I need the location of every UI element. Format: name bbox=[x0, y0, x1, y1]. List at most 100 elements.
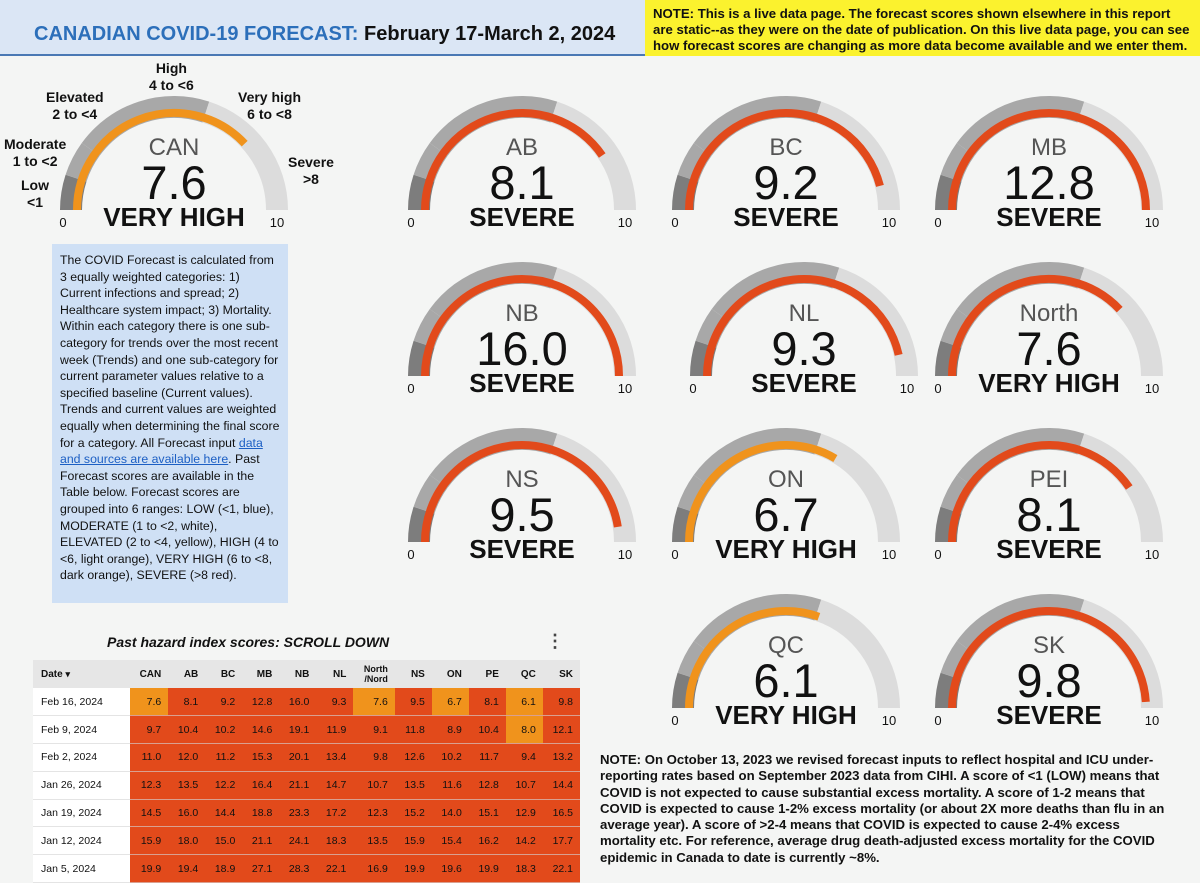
gauge-band-mid bbox=[429, 262, 558, 323]
range-label-very-high: Very high 6 to <8 bbox=[238, 89, 302, 122]
table-cell: 16.9 bbox=[353, 854, 395, 883]
table-header-row: Date ▾ CAN AB BC MB NB NL North/Nord NS ON PE QC SK bbox=[33, 660, 580, 688]
gauge-min-label: 0 bbox=[934, 713, 941, 728]
column-header[interactable]: QC bbox=[505, 660, 543, 688]
column-header[interactable]: NB bbox=[279, 660, 317, 688]
table-cell: 8.9 bbox=[431, 715, 469, 745]
gauge-max-label: 10 bbox=[882, 215, 896, 230]
table-cell: 7.6 bbox=[129, 688, 169, 717]
table-cell: 21.1 bbox=[279, 771, 317, 800]
table-cell: 14.4 bbox=[205, 799, 243, 828]
table-cell: 12.1 bbox=[542, 715, 580, 745]
row-date: Jan 19, 2024 bbox=[33, 799, 130, 828]
gauge-region-label: AB bbox=[506, 134, 538, 161]
gauge-max-label: 10 bbox=[1145, 381, 1159, 396]
gauge-region-label: NL bbox=[789, 300, 820, 327]
gauge-band-moderate bbox=[413, 142, 448, 182]
gauge-score: 12.8 bbox=[1003, 156, 1094, 209]
gauge-region-label: CAN bbox=[149, 134, 200, 161]
table-title: Past hazard index scores: SCROLL DOWN bbox=[107, 634, 390, 650]
table-cell: 16.0 bbox=[168, 799, 206, 828]
table-row: Jan 5, 2024 19.9 19.4 18.9 27.1 28.3 22.1 16.9 1… bbox=[33, 854, 580, 883]
gauge-level: SEVERE bbox=[751, 368, 857, 398]
table-cell: 18.3 bbox=[316, 826, 354, 856]
gauge-score: 9.2 bbox=[753, 156, 818, 209]
gauge-value-arc bbox=[948, 108, 1150, 211]
table-cell: 16.0 bbox=[279, 688, 317, 717]
column-header[interactable]: AB bbox=[168, 660, 206, 688]
column-header[interactable]: North/Nord bbox=[353, 660, 395, 688]
table-cell: 9.8 bbox=[542, 688, 580, 717]
gauge-min-label: 0 bbox=[934, 215, 941, 230]
gauge-value-arc bbox=[703, 275, 903, 377]
column-header-date[interactable]: Date ▾ bbox=[33, 660, 130, 688]
column-header[interactable]: NS bbox=[394, 660, 432, 688]
range-label-severe: Severe >8 bbox=[288, 154, 334, 187]
table-cell: 17.2 bbox=[316, 799, 354, 828]
gauge-score: 6.7 bbox=[753, 488, 818, 541]
table-cell: 19.1 bbox=[279, 715, 317, 745]
table-cell: 10.4 bbox=[468, 715, 506, 745]
table-cell: 14.5 bbox=[129, 799, 169, 828]
gauge-band-mid bbox=[693, 96, 822, 157]
table-cell: 23.3 bbox=[279, 799, 317, 828]
gauge-band-high bbox=[1077, 101, 1163, 211]
table-cell: 9.1 bbox=[353, 715, 395, 745]
table-cell: 16.2 bbox=[468, 826, 506, 856]
table-cell: 18.3 bbox=[505, 854, 543, 883]
table-cell: 11.7 bbox=[468, 743, 506, 772]
table-cell: 14.4 bbox=[542, 771, 580, 800]
table-cell: 20.1 bbox=[279, 743, 317, 772]
gauge-band-high bbox=[814, 599, 900, 709]
more-options-icon[interactable]: ⋮ bbox=[546, 631, 564, 651]
gauge-band-low bbox=[60, 174, 87, 211]
gauge-score: 6.1 bbox=[753, 654, 818, 707]
gauge-min-label: 0 bbox=[407, 381, 414, 396]
column-header[interactable]: MB bbox=[242, 660, 280, 688]
gauge-value-arc bbox=[948, 606, 1150, 709]
table-cell: 14.0 bbox=[431, 799, 469, 828]
row-date: Feb 9, 2024 bbox=[33, 715, 130, 745]
table-cell: 27.1 bbox=[242, 854, 280, 883]
column-header[interactable]: SK bbox=[542, 660, 580, 688]
table-cell: 11.0 bbox=[129, 743, 169, 772]
column-header[interactable]: ON bbox=[431, 660, 469, 688]
table-cell: 15.0 bbox=[205, 826, 243, 856]
gauge-score: 8.1 bbox=[1016, 488, 1081, 541]
gauge-band-high bbox=[550, 267, 636, 377]
table-cell: 15.9 bbox=[394, 826, 432, 856]
gauge-min-label: 0 bbox=[671, 547, 678, 562]
column-header[interactable]: CAN bbox=[129, 660, 169, 688]
gauge-score: 8.1 bbox=[489, 156, 554, 209]
gauge-value-arc bbox=[948, 275, 1123, 377]
gauge-max-label: 10 bbox=[618, 547, 632, 562]
column-header[interactable]: BC bbox=[205, 660, 243, 688]
gauge-region-label: SK bbox=[1033, 632, 1065, 659]
table-row: Jan 12, 2024 15.9 18.0 15.0 21.1 24.1 18.3 13.5… bbox=[33, 826, 580, 856]
gauge-band-moderate bbox=[940, 308, 975, 348]
data-sources-link[interactable]: data and sources are available here bbox=[60, 435, 263, 467]
table-cell: 15.3 bbox=[242, 743, 280, 772]
table-cell: 11.9 bbox=[316, 715, 354, 745]
gauge-band-mid bbox=[956, 96, 1085, 157]
row-date: Jan 12, 2024 bbox=[33, 826, 130, 856]
column-header[interactable]: PE bbox=[468, 660, 506, 688]
gauge-level: SEVERE bbox=[469, 368, 575, 398]
gauge-band-high bbox=[1077, 433, 1163, 543]
table-row: Jan 26, 2024 12.3 13.5 12.2 16.4 21.1 14.7 10.7… bbox=[33, 771, 580, 800]
gauge-band-high bbox=[1077, 599, 1163, 709]
table-cell: 14.7 bbox=[316, 771, 354, 800]
gauge-score: 9.3 bbox=[771, 322, 836, 375]
table-cell: 19.9 bbox=[394, 854, 432, 883]
table-cell: 6.1 bbox=[505, 688, 543, 717]
column-header[interactable]: NL bbox=[316, 660, 354, 688]
gauge-band-low bbox=[408, 174, 435, 211]
gauge-min-label: 0 bbox=[671, 713, 678, 728]
sort-icon[interactable]: ▾ bbox=[65, 668, 70, 679]
table-cell: 13.4 bbox=[316, 743, 354, 772]
table-cell: 22.1 bbox=[542, 854, 580, 883]
gauge-band-low bbox=[408, 506, 435, 543]
